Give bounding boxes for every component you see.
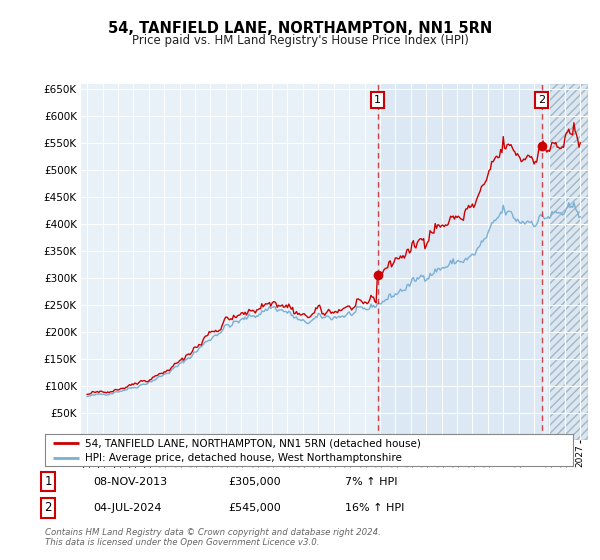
Text: £305,000: £305,000	[228, 477, 281, 487]
Text: 04-JUL-2024: 04-JUL-2024	[93, 503, 161, 513]
Text: Price paid vs. HM Land Registry's House Price Index (HPI): Price paid vs. HM Land Registry's House …	[131, 34, 469, 46]
Text: 54, TANFIELD LANE, NORTHAMPTON, NN1 5RN: 54, TANFIELD LANE, NORTHAMPTON, NN1 5RN	[108, 21, 492, 36]
Text: 16% ↑ HPI: 16% ↑ HPI	[345, 503, 404, 513]
Text: HPI: Average price, detached house, West Northamptonshire: HPI: Average price, detached house, West…	[85, 454, 401, 463]
Bar	[550, 84, 588, 440]
Text: 1: 1	[44, 475, 52, 488]
Text: 2: 2	[44, 501, 52, 515]
Text: £545,000: £545,000	[228, 503, 281, 513]
Text: 54, TANFIELD LANE, NORTHAMPTON, NN1 5RN (detached house): 54, TANFIELD LANE, NORTHAMPTON, NN1 5RN …	[85, 438, 421, 448]
Text: 2: 2	[538, 95, 545, 105]
Bar	[377, 84, 542, 440]
Text: Contains HM Land Registry data © Crown copyright and database right 2024.
This d: Contains HM Land Registry data © Crown c…	[45, 528, 381, 547]
Text: 7% ↑ HPI: 7% ↑ HPI	[345, 477, 398, 487]
Text: 1: 1	[374, 95, 381, 105]
Text: 08-NOV-2013: 08-NOV-2013	[93, 477, 167, 487]
Bar	[550, 84, 588, 440]
